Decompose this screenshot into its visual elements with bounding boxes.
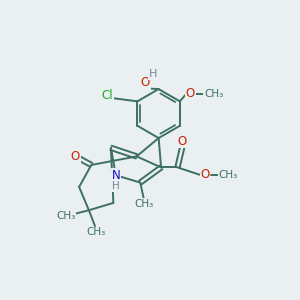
Text: O: O: [186, 88, 195, 100]
Text: CH₃: CH₃: [87, 227, 106, 237]
Text: H: H: [112, 181, 120, 191]
Text: O: O: [177, 135, 187, 148]
Text: N: N: [111, 169, 120, 182]
Text: O: O: [200, 168, 210, 181]
Text: CH₃: CH₃: [56, 212, 75, 221]
Text: H: H: [149, 69, 157, 79]
Text: CH₃: CH₃: [219, 170, 238, 180]
Text: Cl: Cl: [101, 89, 113, 102]
Text: CH₃: CH₃: [134, 199, 154, 209]
Text: O: O: [141, 76, 150, 89]
Text: O: O: [71, 150, 80, 163]
Text: CH₃: CH₃: [204, 89, 223, 99]
